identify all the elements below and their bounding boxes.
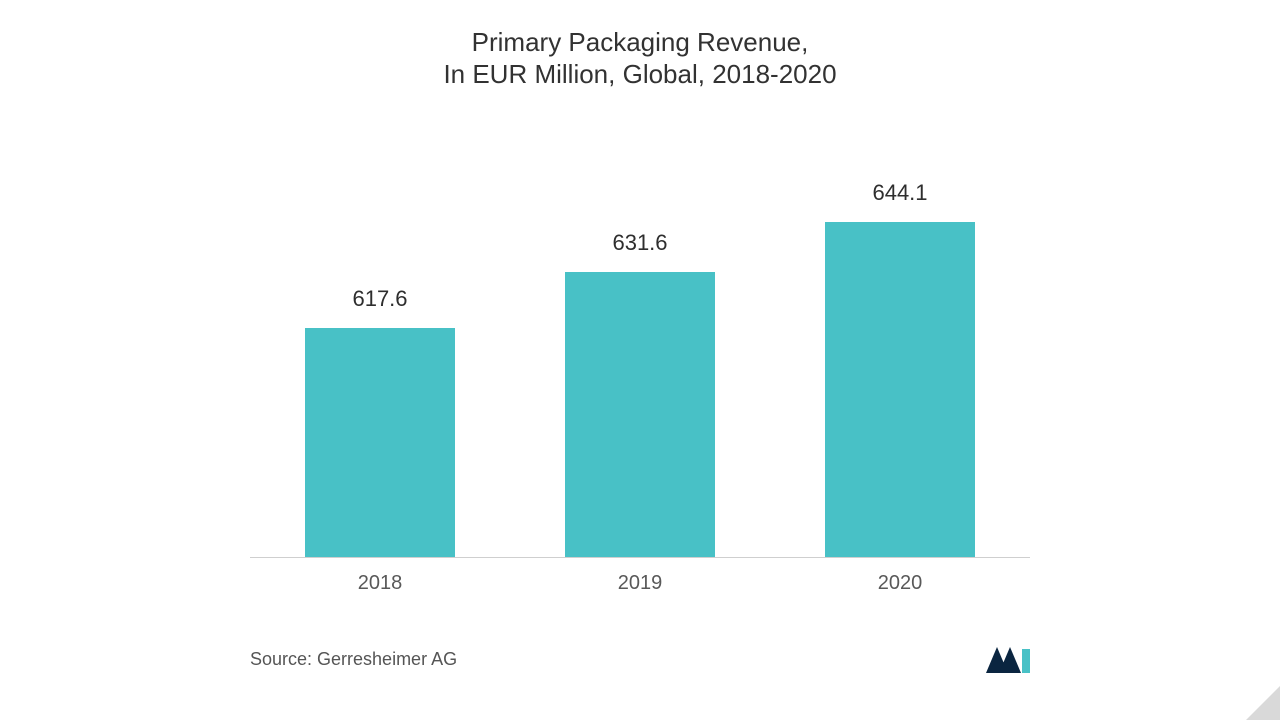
plot-area: 617.6 631.6 644.1: [250, 138, 1030, 558]
bar-group-2020: 644.1: [820, 138, 980, 557]
bar-2019: [565, 272, 715, 557]
value-label-2019: 631.6: [612, 230, 667, 256]
x-label-2019: 2019: [560, 572, 720, 595]
chart-title-line1: Primary Packaging Revenue,: [472, 28, 809, 58]
x-label-2020: 2020: [820, 572, 980, 595]
bar-group-2019: 631.6: [560, 138, 720, 557]
x-label-2018: 2018: [300, 572, 460, 595]
source-text: Source: Gerresheimer AG: [250, 649, 457, 670]
value-label-2020: 644.1: [872, 180, 927, 206]
value-label-2018: 617.6: [352, 286, 407, 312]
bar-2020: [825, 222, 975, 557]
x-axis-labels: 2018 2019 2020: [250, 572, 1030, 595]
bar-group-2018: 617.6: [300, 138, 460, 557]
chart-container: Primary Packaging Revenue, In EUR Millio…: [0, 0, 1280, 720]
brand-logo-icon: [986, 647, 1030, 673]
source-row: Source: Gerresheimer AG: [250, 647, 1030, 673]
page-corner-fold-icon: [1246, 686, 1280, 720]
bar-2018: [305, 328, 455, 557]
chart-title-line2: In EUR Million, Global, 2018-2020: [443, 60, 836, 90]
